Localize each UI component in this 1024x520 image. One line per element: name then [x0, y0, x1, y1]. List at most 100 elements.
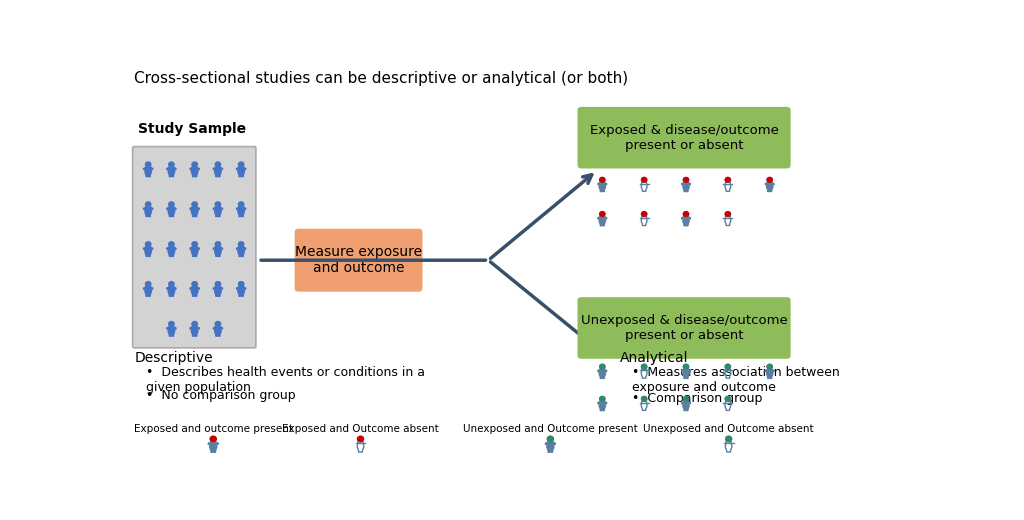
Polygon shape: [144, 207, 152, 217]
Polygon shape: [143, 287, 145, 290]
Circle shape: [191, 242, 198, 246]
Circle shape: [641, 396, 647, 401]
Polygon shape: [599, 183, 605, 191]
Polygon shape: [168, 207, 175, 217]
Polygon shape: [213, 247, 215, 250]
Polygon shape: [197, 207, 200, 210]
FancyBboxPatch shape: [133, 147, 256, 348]
Polygon shape: [213, 327, 215, 329]
Circle shape: [600, 177, 605, 182]
Circle shape: [600, 365, 605, 369]
Polygon shape: [191, 167, 198, 177]
Circle shape: [683, 212, 688, 216]
Polygon shape: [604, 401, 606, 404]
Circle shape: [767, 177, 772, 182]
Polygon shape: [237, 247, 239, 250]
Text: Exposed and Outcome absent: Exposed and Outcome absent: [283, 424, 439, 434]
Polygon shape: [167, 247, 169, 250]
Polygon shape: [151, 167, 153, 170]
Polygon shape: [767, 183, 773, 191]
Circle shape: [215, 202, 220, 207]
Polygon shape: [598, 369, 600, 372]
Polygon shape: [220, 207, 222, 210]
Polygon shape: [190, 247, 193, 250]
FancyBboxPatch shape: [295, 229, 423, 292]
Circle shape: [600, 396, 605, 401]
Polygon shape: [174, 167, 176, 170]
Polygon shape: [598, 401, 600, 404]
Polygon shape: [682, 217, 684, 219]
Text: •  Describes health events or conditions in a
given population: • Describes health events or conditions …: [145, 366, 425, 394]
Circle shape: [548, 436, 553, 441]
Polygon shape: [144, 167, 152, 177]
Polygon shape: [604, 369, 606, 372]
Text: •  No comparison group: • No comparison group: [145, 389, 296, 402]
Polygon shape: [683, 401, 689, 411]
Polygon shape: [220, 287, 222, 290]
Circle shape: [145, 282, 151, 287]
Circle shape: [145, 242, 151, 246]
Polygon shape: [168, 167, 175, 177]
Polygon shape: [208, 442, 211, 445]
Polygon shape: [167, 327, 169, 329]
Circle shape: [215, 242, 220, 246]
Text: Descriptive: Descriptive: [134, 351, 213, 365]
Circle shape: [191, 321, 198, 327]
Circle shape: [169, 321, 174, 327]
Polygon shape: [151, 247, 153, 250]
Circle shape: [767, 365, 772, 369]
Polygon shape: [144, 247, 152, 256]
Circle shape: [169, 162, 174, 167]
Circle shape: [215, 321, 220, 327]
Polygon shape: [238, 247, 245, 256]
Circle shape: [239, 202, 244, 207]
Polygon shape: [599, 216, 605, 226]
Polygon shape: [210, 442, 217, 452]
Circle shape: [683, 365, 688, 369]
FancyBboxPatch shape: [578, 107, 791, 168]
Polygon shape: [682, 183, 684, 185]
Polygon shape: [191, 207, 198, 217]
Polygon shape: [220, 247, 222, 250]
Polygon shape: [197, 287, 200, 290]
Polygon shape: [237, 167, 239, 170]
Polygon shape: [151, 287, 153, 290]
Text: Unexposed and Outcome absent: Unexposed and Outcome absent: [643, 424, 814, 434]
Circle shape: [239, 242, 244, 246]
Polygon shape: [213, 287, 215, 290]
Polygon shape: [772, 369, 774, 372]
Circle shape: [600, 396, 605, 401]
Polygon shape: [174, 247, 176, 250]
Circle shape: [725, 365, 730, 369]
Circle shape: [683, 365, 688, 369]
Polygon shape: [683, 216, 689, 226]
Circle shape: [767, 365, 772, 369]
Polygon shape: [220, 327, 222, 329]
Polygon shape: [683, 369, 689, 379]
Polygon shape: [191, 247, 198, 256]
Polygon shape: [213, 167, 215, 170]
Circle shape: [169, 282, 174, 287]
Text: Cross-sectional studies can be descriptive or analytical (or both): Cross-sectional studies can be descripti…: [134, 71, 629, 86]
Polygon shape: [190, 327, 193, 329]
Polygon shape: [167, 207, 169, 210]
Polygon shape: [765, 369, 767, 372]
Polygon shape: [238, 167, 245, 177]
Circle shape: [683, 396, 688, 401]
Circle shape: [600, 365, 605, 369]
Circle shape: [725, 396, 730, 401]
Polygon shape: [244, 207, 246, 210]
Polygon shape: [143, 207, 145, 210]
Polygon shape: [191, 287, 198, 296]
Polygon shape: [604, 183, 606, 185]
Polygon shape: [546, 442, 548, 445]
Polygon shape: [190, 207, 193, 210]
Circle shape: [215, 282, 220, 287]
Circle shape: [600, 212, 605, 216]
Polygon shape: [190, 287, 193, 290]
Polygon shape: [197, 327, 200, 329]
Text: Measure exposure
and outcome: Measure exposure and outcome: [295, 245, 422, 275]
Circle shape: [215, 162, 220, 167]
Polygon shape: [174, 287, 176, 290]
Polygon shape: [238, 207, 245, 217]
